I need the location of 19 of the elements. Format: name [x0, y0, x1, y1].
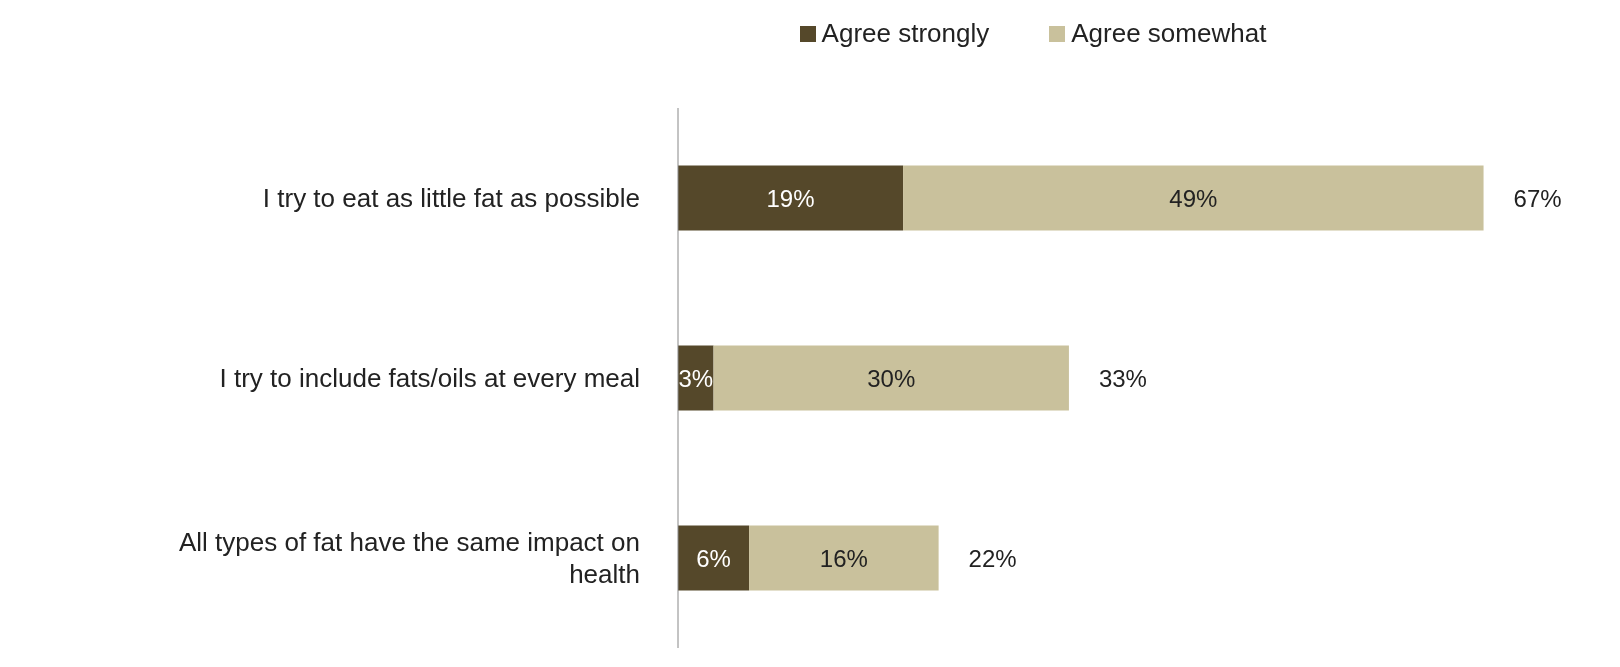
data-label: 19% [766, 184, 815, 212]
data-label: 3% [678, 364, 714, 392]
total-label: 33% [1098, 364, 1147, 392]
legend-label: Agree strongly [820, 18, 990, 49]
data-label: 16% [819, 544, 868, 572]
data-label: 30% [867, 364, 916, 392]
legend-label: Agree somewhat [1070, 18, 1267, 49]
bar [713, 345, 1069, 411]
y-tick-label: I try to include fats/oils at every meal [219, 363, 640, 393]
total-label: 67% [1513, 184, 1562, 212]
y-tick-label: All types of fat have the same impact on health [178, 527, 640, 589]
bar [903, 165, 1484, 231]
y-tick-label: I try to eat as little fat as possible [262, 183, 640, 213]
bar [749, 525, 939, 591]
bar [678, 525, 750, 591]
total-label: 22% [968, 544, 1017, 572]
data-label: 49% [1169, 184, 1218, 212]
data-label: 6% [696, 544, 731, 572]
bar [678, 165, 904, 231]
